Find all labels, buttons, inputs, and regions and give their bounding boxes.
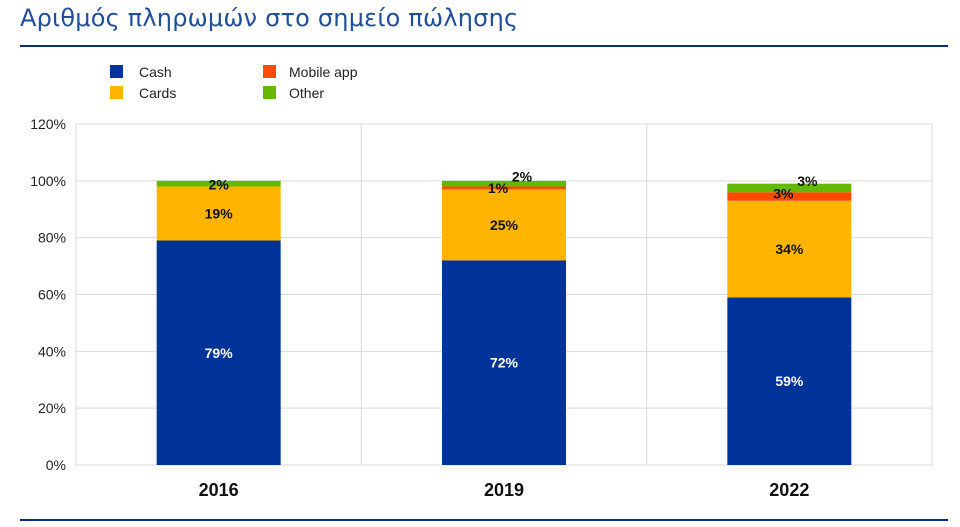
x-tick-label: 2022 [769, 480, 809, 500]
bar-segment-cards [442, 189, 566, 261]
bar-segment-other [442, 180, 566, 187]
data-label: 25% [490, 217, 519, 233]
data-label: 2% [209, 177, 230, 193]
bar-segment-cards [156, 186, 281, 241]
legend-label: Cards [139, 85, 176, 101]
bar-segment-mobile-app [727, 192, 852, 201]
x-tick-label: 2016 [199, 480, 239, 500]
legend-swatch [263, 65, 276, 78]
bar-segment-mobile-app [442, 186, 566, 190]
data-label: 79% [205, 345, 234, 361]
legend-swatch [110, 86, 123, 99]
y-tick-label: 0% [46, 457, 66, 473]
data-label: 2% [512, 169, 533, 185]
data-label: 3% [797, 173, 818, 189]
legend-label: Cash [139, 64, 172, 80]
data-label: 72% [490, 355, 519, 371]
bar-segment-other [727, 183, 852, 193]
y-tick-label: 60% [38, 287, 66, 303]
y-tick-label: 120% [30, 116, 66, 132]
x-tick-label: 2019 [484, 480, 524, 500]
legend-swatch [263, 86, 276, 99]
title-rule [20, 45, 948, 47]
data-label: 34% [775, 241, 804, 257]
data-label: 3% [773, 185, 794, 201]
y-tick-label: 80% [38, 230, 66, 246]
data-label: 59% [775, 373, 804, 389]
bar-segment-cash [156, 240, 281, 465]
y-tick-label: 100% [30, 173, 66, 189]
data-label: 1% [488, 180, 509, 196]
footer-rule [20, 519, 948, 521]
bar-segment-other [156, 180, 281, 187]
legend-label: Other [289, 85, 324, 101]
y-tick-label: 40% [38, 343, 66, 359]
legend-label: Mobile app [289, 64, 358, 80]
legend-swatch [110, 65, 123, 78]
bar-segment-cards [727, 200, 852, 298]
chart-title: Αριθμός πληρωμών στο σημείο πώλησης [20, 4, 519, 32]
data-label: 19% [205, 206, 234, 222]
y-tick-label: 20% [38, 400, 66, 416]
bar-segment-cash [727, 297, 852, 465]
bar-segment-cash [442, 260, 566, 465]
